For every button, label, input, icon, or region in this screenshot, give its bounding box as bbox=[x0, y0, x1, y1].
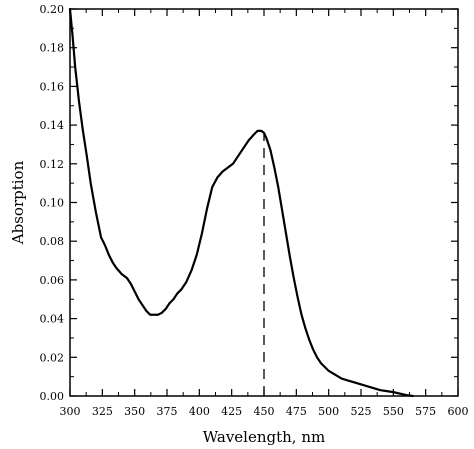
y-tick-label: 0.06 bbox=[40, 274, 65, 287]
label-layer: 300 325 350 375 400 425 450 475 500 525 550 575 600 0… bbox=[9, 3, 469, 446]
x-tick-label: 300 bbox=[60, 405, 81, 418]
plot-layer bbox=[68, 7, 459, 398]
x-tick-label: 325 bbox=[92, 405, 113, 418]
x-tick-label: 375 bbox=[157, 405, 178, 418]
y-tick-label: 0.08 bbox=[40, 235, 65, 248]
y-tick-label: 0.16 bbox=[40, 80, 65, 93]
y-tick-label: 0.02 bbox=[40, 351, 65, 364]
y-tick-label: 0.14 bbox=[40, 119, 65, 132]
x-tick-label: 425 bbox=[221, 405, 242, 418]
y-tick-label: 0.12 bbox=[40, 158, 65, 171]
x-tick-label: 400 bbox=[189, 405, 210, 418]
y-tick-label: 0.18 bbox=[40, 42, 65, 55]
y-axis-label: Absorption bbox=[9, 160, 27, 245]
x-tick-label: 450 bbox=[254, 405, 275, 418]
x-tick-label: 600 bbox=[448, 405, 469, 418]
x-tick-label: 525 bbox=[351, 405, 372, 418]
x-tick-label: 500 bbox=[318, 405, 339, 418]
y-tick-label: 0.10 bbox=[40, 197, 65, 210]
y-tick-label: 0.00 bbox=[40, 390, 65, 403]
y-tick-label: 0.04 bbox=[40, 313, 65, 326]
x-axis-label: Wavelength, nm bbox=[203, 428, 325, 446]
x-tick-label: 550 bbox=[383, 405, 404, 418]
x-tick-label: 575 bbox=[415, 405, 436, 418]
y-tick-label: 0.20 bbox=[40, 3, 65, 16]
tick-layer bbox=[69, 8, 459, 397]
x-tick-label: 475 bbox=[286, 405, 307, 418]
absorption-series-line bbox=[68, 7, 414, 398]
x-tick-label: 350 bbox=[124, 405, 145, 418]
